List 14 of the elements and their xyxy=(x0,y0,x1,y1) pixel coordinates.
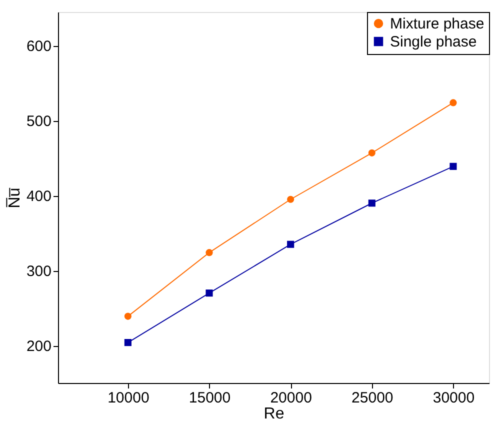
x-tick-label: 20000 xyxy=(270,390,312,406)
y-tick-label: 600 xyxy=(26,38,52,56)
y-tick-label: 300 xyxy=(26,263,52,280)
x-tick-label: 15000 xyxy=(188,390,231,406)
x-tick-label: 10000 xyxy=(108,390,150,406)
x-axis-title: Re xyxy=(264,406,284,422)
x-tick-label: 30000 xyxy=(432,390,475,406)
legend-label: Mixture phase xyxy=(390,16,484,32)
x-tick-label: 25000 xyxy=(352,390,394,406)
y-axis-title: N̅u̅ xyxy=(6,187,24,208)
legend-label: Single phase xyxy=(390,34,477,50)
y-tick-label: 500 xyxy=(26,113,52,130)
y-tick-label: 200 xyxy=(26,338,52,356)
y-tick-label: 400 xyxy=(26,188,52,206)
